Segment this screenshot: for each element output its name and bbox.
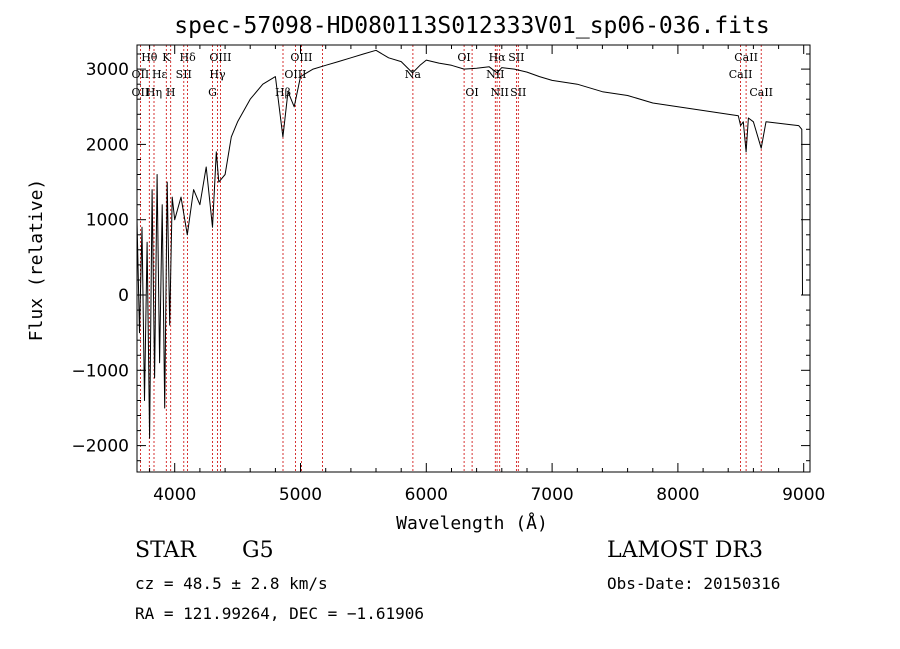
y-tick-label: 2000 <box>86 135 129 155</box>
spectrum-line <box>136 49 803 439</box>
spectral-line-label: OIII <box>209 51 231 64</box>
x-tick-label: 7000 <box>530 485 573 505</box>
spectral-line-label: Hγ <box>209 68 226 81</box>
spectral-line-label: SII <box>508 51 524 64</box>
spectral-line-label: G <box>208 86 217 99</box>
spectral-line-label: Hη <box>146 86 162 99</box>
spectral-line-label: OII <box>132 86 150 99</box>
spectral-line-label: CaII <box>749 86 773 99</box>
y-tick-label: −1000 <box>71 361 129 381</box>
spectral-line-label: Hδ <box>179 51 196 64</box>
spectral-line-label: Hβ <box>275 86 291 99</box>
spectral-line-label: OIII <box>290 51 312 64</box>
x-tick-label: 8000 <box>656 485 699 505</box>
x-tick-label: 4000 <box>153 485 196 505</box>
observation-date: Obs-Date: 20150316 <box>607 574 781 593</box>
spectral-line-label: NII <box>486 68 504 81</box>
x-axis-label: Wavelength (Å) <box>396 512 548 534</box>
spectral-line-label: SII <box>510 86 526 99</box>
redshift-value: cz = 48.5 ± 2.8 km/s <box>135 574 328 593</box>
y-axis-label: Flux (relative) <box>26 179 47 342</box>
chart-title: spec-57098-HD080113S012333V01_sp06-036.f… <box>174 13 769 39</box>
y-tick-label: 1000 <box>86 211 129 231</box>
spectral-line-label: Hα <box>489 51 507 64</box>
spectral-line-label: K <box>162 51 171 64</box>
spectral-subclass: G5 <box>242 538 274 563</box>
x-tick-label: 6000 <box>405 485 448 505</box>
y-tick-label: 3000 <box>86 60 129 80</box>
spectral-line-label: SII <box>176 68 192 81</box>
plot-frame <box>136 44 811 473</box>
spectral-line-label: CaII <box>734 51 758 64</box>
object-type: STAR <box>135 538 196 563</box>
spectral-line-label: NII <box>491 86 509 99</box>
y-tick-label: 0 <box>118 286 129 306</box>
spectral-line-label: OIII <box>284 68 306 81</box>
spectral-line-label: OII <box>132 68 150 81</box>
spectral-line-markers <box>139 45 762 472</box>
spectral-line-label: Hθ <box>141 51 158 64</box>
survey-name: LAMOST DR3 <box>607 538 763 563</box>
spectral-line-label: CaII <box>729 68 753 81</box>
axis-ticks: 4000 5000 6000 7000 8000 9000 −2000 −1000 0 1000 2… <box>71 45 825 505</box>
x-tick-label: 5000 <box>279 485 322 505</box>
coordinates: RA = 121.99264, DEC = −1.61906 <box>135 604 424 623</box>
x-tick-label: 9000 <box>782 485 825 505</box>
spectrum-series <box>136 49 803 439</box>
spectral-line-label: H <box>166 86 176 99</box>
y-tick-label: −2000 <box>71 437 129 457</box>
spectral-line-label: OI <box>457 51 470 64</box>
spectral-line-label: OI <box>465 86 478 99</box>
spectral-line-label: Hε <box>152 68 168 81</box>
spectral-line-label: Na <box>405 68 422 81</box>
